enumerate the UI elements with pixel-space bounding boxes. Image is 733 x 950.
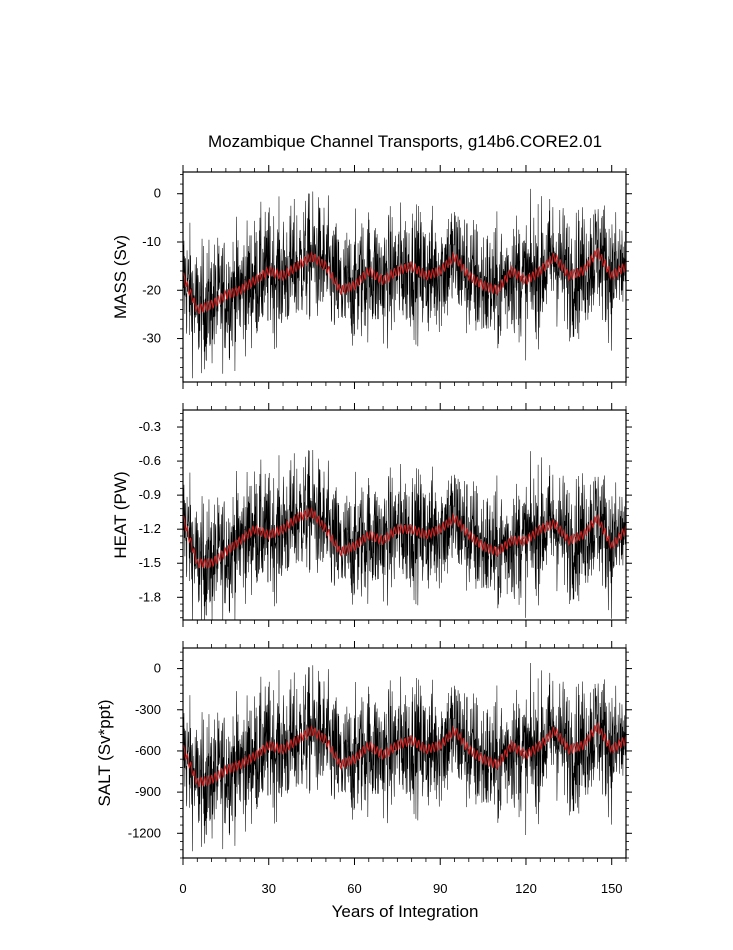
- y-tick-label: 0: [154, 186, 161, 201]
- y-axis-label: HEAT (PW): [111, 471, 130, 558]
- x-tick-label: 150: [601, 881, 623, 896]
- y-tick-label: -30: [142, 331, 161, 346]
- y-axis-label: SALT (Sv*ppt): [95, 699, 114, 806]
- y-tick-label: -0.6: [139, 453, 161, 468]
- x-tick-label: 120: [515, 881, 537, 896]
- y-tick-label: 0: [154, 661, 161, 676]
- y-tick-label: -10: [142, 234, 161, 249]
- y-tick-label: -1200: [128, 825, 161, 840]
- panel-mass: 0 -10 -20 -30 MASS (Sv): [111, 165, 632, 389]
- y-tick-label: -300: [135, 702, 161, 717]
- y-tick-label: -1.5: [139, 555, 161, 570]
- series-monthly-line: [183, 189, 626, 378]
- y-tick-label: -900: [135, 784, 161, 799]
- panel-heat: -0.3 -0.6 -0.9 -1.2 -1.5 -1.8 HEAT (PW): [111, 403, 632, 629]
- x-axis-label: Years of Integration: [332, 902, 479, 921]
- series-monthly-line: [183, 450, 626, 629]
- x-tick-label: 0: [179, 881, 186, 896]
- chart-title: Mozambique Channel Transports, g14b6.COR…: [208, 132, 602, 151]
- x-tick-label: 90: [433, 881, 447, 896]
- y-tick-label: -600: [135, 743, 161, 758]
- y-tick-label: -1.2: [139, 521, 161, 536]
- panel-salt: 0 -300 -600 -900 -1200 0 30 60 90 120 150 SALT (Sv*…: [95, 641, 632, 896]
- x-tick-label: 30: [262, 881, 276, 896]
- y-tick-label: -20: [142, 282, 161, 297]
- y-tick-label: -0.3: [139, 419, 161, 434]
- x-tick-label: 60: [347, 881, 361, 896]
- y-tick-label: -1.8: [139, 589, 161, 604]
- y-tick-label: -0.9: [139, 487, 161, 502]
- y-axis-label: MASS (Sv): [111, 235, 130, 319]
